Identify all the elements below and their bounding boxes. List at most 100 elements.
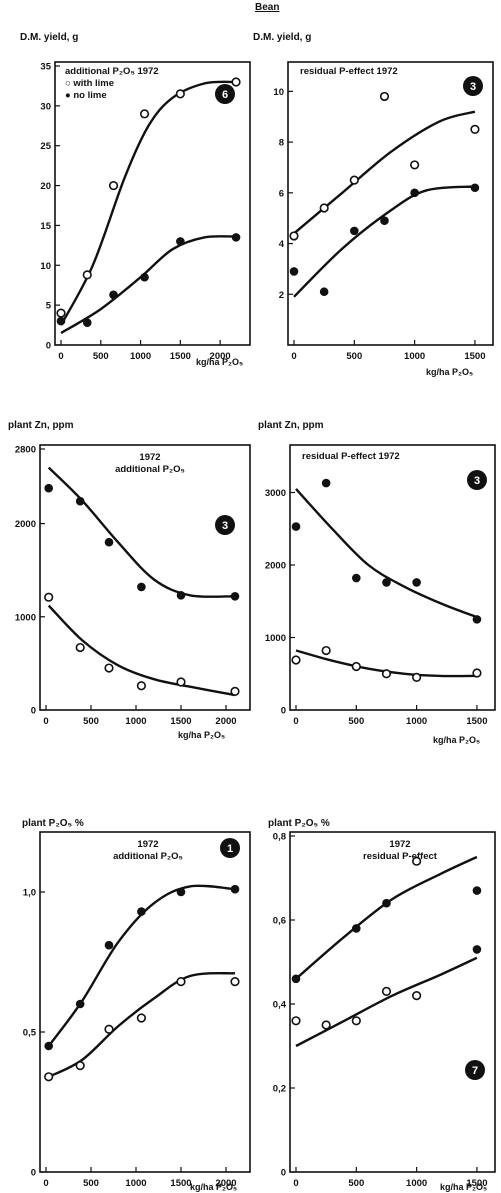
x-tick-label: 1000 <box>125 716 146 727</box>
data-point-no-lime <box>104 940 114 950</box>
data-point-with-lime <box>56 308 66 318</box>
panel-dm-yield-additional: D.M. yield, g kg/ha P₂O₅ additional P₂O₅… <box>20 32 251 367</box>
y-tick-label: 2000 <box>265 561 286 572</box>
series-curve-with-lime <box>48 971 236 1078</box>
data-point-no-lime <box>75 999 85 1009</box>
plot-frame <box>39 831 251 1173</box>
figure-header: Bean <box>255 2 279 13</box>
data-point-with-lime <box>231 77 241 87</box>
y-tick-label: 0,4 <box>273 1000 287 1011</box>
panel-p2o5-residual: plant P₂O₅ % kg/ha P₂O₅ 1972 residual P-… <box>268 818 496 1192</box>
data-point-with-lime <box>44 592 54 602</box>
series-curve-with-lime <box>59 80 237 326</box>
y-tick-label: 3000 <box>265 488 286 499</box>
data-point-no-lime <box>321 478 331 488</box>
series-curve-no-lime <box>60 235 237 335</box>
y-axis-label: D.M. yield, g <box>20 32 78 43</box>
data-point-with-lime <box>291 655 301 665</box>
x-tick-label: 1000 <box>125 1178 146 1189</box>
annotation-title: additional P₂O₅ <box>115 464 185 475</box>
data-point-with-lime <box>349 175 359 185</box>
x-tick-label: 2000 <box>215 716 236 727</box>
plot-frame <box>289 831 496 1173</box>
data-point-with-lime <box>319 203 329 213</box>
data-point-with-lime <box>321 645 331 656</box>
data-point-with-lime <box>75 642 85 653</box>
y-tick-label: 2 <box>279 290 284 301</box>
data-point-no-lime <box>137 907 146 916</box>
x-tick-label: 1000 <box>406 1178 427 1189</box>
data-point-no-lime <box>176 591 186 600</box>
annotation-title: residual P-effect 1972 <box>302 451 400 462</box>
data-point-no-lime <box>75 496 85 506</box>
y-tick-label: 0,8 <box>273 832 286 843</box>
data-point-with-lime <box>230 686 240 696</box>
series-curve-with-lime <box>47 604 236 697</box>
panel-badge-number: 3 <box>222 520 228 532</box>
y-tick-label: 35 <box>40 62 51 73</box>
y-tick-label: 1000 <box>15 612 36 623</box>
x-axis-label: kg/ha P₂O₅ <box>190 1182 237 1192</box>
data-point-no-lime <box>472 945 482 954</box>
panel-dm-yield-residual: D.M. yield, g kg/ha P₂O₅ residual P-effe… <box>253 32 494 377</box>
x-tick-label: 1500 <box>170 351 191 362</box>
data-point-no-lime <box>231 233 241 242</box>
x-axis-label: kg/ha P₂O₅ <box>433 735 480 745</box>
y-axis-label: plant Zn, ppm <box>8 420 74 431</box>
x-tick-label: 0 <box>293 716 298 727</box>
annotation-year: 1972 <box>137 839 158 850</box>
x-tick-label: 1500 <box>466 1178 487 1189</box>
data-point-no-lime <box>352 573 361 583</box>
y-tick-label: 30 <box>40 101 51 112</box>
y-tick-label: 2800 <box>15 445 36 456</box>
plot-frame <box>287 61 494 346</box>
x-tick-label: 2000 <box>215 1178 236 1189</box>
data-point-with-lime <box>291 1016 301 1026</box>
data-point-with-lime <box>321 1020 331 1030</box>
x-axis-label: kg/ha P₂O₅ <box>178 730 225 740</box>
data-point-no-lime <box>104 537 114 547</box>
panel-badge <box>463 76 483 96</box>
data-point-with-lime <box>289 231 299 241</box>
legend-with-lime: ○ with lime <box>65 78 114 89</box>
y-tick-label: 0,5 <box>23 1028 37 1039</box>
panel-badge-number: 7 <box>472 1065 478 1077</box>
data-point-with-lime <box>379 91 390 102</box>
data-point-with-lime <box>175 89 185 99</box>
y-tick-label: 0 <box>46 341 51 352</box>
data-point-with-lime <box>136 1013 146 1023</box>
data-point-with-lime <box>351 661 361 672</box>
annotation-title: residual P-effect 1972 <box>300 66 398 77</box>
series-curve-no-lime <box>295 488 478 619</box>
panel-badge <box>215 515 235 535</box>
panel-badge <box>465 1060 485 1080</box>
data-point-with-lime <box>230 976 240 987</box>
data-point-with-lime <box>82 270 92 280</box>
data-point-with-lime <box>351 1016 361 1026</box>
data-point-no-lime <box>352 924 361 933</box>
data-point-no-lime <box>176 887 186 897</box>
data-point-no-lime <box>176 237 185 246</box>
y-tick-label: 1000 <box>265 633 286 644</box>
y-axis-label: plant P₂O₅ % <box>22 818 84 829</box>
data-point-no-lime <box>382 578 391 587</box>
panel-badge-number: 3 <box>474 475 480 487</box>
data-point-no-lime <box>470 183 480 193</box>
panel-badge <box>220 838 240 858</box>
panel-badge <box>467 470 487 490</box>
y-tick-label: 15 <box>40 221 51 232</box>
x-tick-label: 500 <box>348 716 364 727</box>
data-point-with-lime <box>176 976 186 987</box>
x-axis-label: kg/ha P₂O₅ <box>440 1182 487 1192</box>
data-point-with-lime <box>381 986 392 997</box>
y-tick-label: 8 <box>279 138 284 149</box>
data-point-no-lime <box>472 886 482 895</box>
data-point-no-lime <box>380 216 389 226</box>
y-tick-label: 25 <box>40 141 51 152</box>
data-point-with-lime <box>410 160 420 170</box>
data-point-no-lime <box>289 267 299 276</box>
data-point-no-lime <box>82 318 92 327</box>
y-tick-label: 10 <box>273 87 284 98</box>
y-tick-label: 2000 <box>15 519 36 530</box>
